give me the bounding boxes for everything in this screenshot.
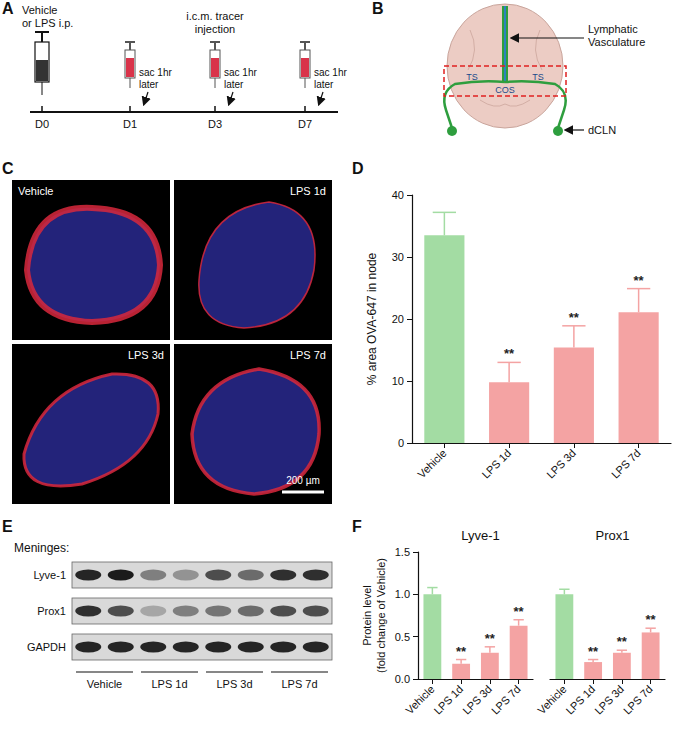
svg-text:**: ** [504,346,515,361]
svg-text:LPS 7d: LPS 7d [281,678,317,690]
svg-text:GAPDH: GAPDH [27,641,66,653]
svg-text:30: 30 [392,251,404,263]
svg-text:C: C [2,160,14,177]
svg-text:20: 20 [392,313,404,325]
svg-text:later: later [139,79,159,90]
svg-text:Lymphatic: Lymphatic [588,23,638,35]
svg-text:i.c.m. tracer: i.c.m. tracer [186,10,244,22]
svg-text:Lyve-1: Lyve-1 [461,528,500,543]
svg-text:LPS 1d: LPS 1d [479,447,513,481]
svg-text:sac 1hr: sac 1hr [139,67,172,78]
svg-text:LPS 1d: LPS 1d [563,683,597,717]
svg-text:40: 40 [392,189,404,201]
svg-text:LPS 1d: LPS 1d [431,683,465,717]
svg-text:F: F [352,518,362,535]
svg-text:**: ** [514,604,525,619]
svg-text:LPS 7d: LPS 7d [489,683,523,717]
svg-text:COS: COS [495,85,515,95]
svg-text:D0: D0 [35,118,49,130]
svg-text:LPS 7d: LPS 7d [609,447,643,481]
svg-text:LPS 3d: LPS 3d [216,678,252,690]
svg-text:B: B [372,0,384,17]
svg-text:Vehicle: Vehicle [18,185,53,197]
svg-text:Meninges:: Meninges: [14,541,69,555]
svg-text:D7: D7 [298,118,312,130]
svg-text:10: 10 [392,375,404,387]
svg-text:LPS 1d: LPS 1d [290,185,326,197]
svg-text:% area OVA-647 in node: % area OVA-647 in node [365,252,379,385]
svg-text:E: E [2,518,13,535]
svg-text:LPS 3d: LPS 3d [128,349,164,361]
svg-text:(fold change of Vehicle): (fold change of Vehicle) [375,558,387,673]
svg-text:TS: TS [532,72,544,82]
svg-text:LPS 7d: LPS 7d [290,349,326,361]
svg-text:Prox1: Prox1 [37,605,66,617]
svg-text:Vehicle: Vehicle [403,683,437,717]
svg-text:**: ** [617,634,628,649]
svg-text:injection: injection [195,23,235,35]
svg-text:1.5: 1.5 [395,546,410,558]
svg-text:LPS 3d: LPS 3d [592,683,626,717]
svg-text:200 µm: 200 µm [286,475,320,486]
svg-text:**: ** [588,644,599,659]
svg-text:LPS 7d: LPS 7d [621,683,655,717]
svg-text:0: 0 [398,437,404,449]
svg-text:sac 1hr: sac 1hr [224,67,257,78]
svg-text:D: D [352,160,364,177]
svg-text:1.0: 1.0 [395,588,410,600]
svg-text:Lyve-1: Lyve-1 [33,569,66,581]
svg-text:A: A [2,0,14,17]
svg-text:**: ** [634,273,645,288]
svg-text:0.5: 0.5 [395,631,410,643]
svg-text:Vehicle: Vehicle [415,447,449,481]
svg-text:Protein level: Protein level [361,585,373,646]
svg-text:0.0: 0.0 [395,673,410,685]
svg-text:LPS 3d: LPS 3d [544,447,578,481]
svg-text:Vehicle: Vehicle [22,4,57,16]
svg-text:D1: D1 [123,118,137,130]
svg-text:**: ** [456,644,467,659]
svg-text:**: ** [646,612,657,627]
svg-text:Prox1: Prox1 [596,528,630,543]
svg-text:LPS 1d: LPS 1d [151,678,187,690]
svg-text:**: ** [485,631,496,646]
svg-text:dCLN: dCLN [588,124,616,136]
svg-text:or LPS i.p.: or LPS i.p. [22,17,73,29]
svg-text:later: later [314,79,334,90]
svg-text:LPS 3d: LPS 3d [460,683,494,717]
svg-text:Vehicle: Vehicle [535,683,569,717]
svg-text:**: ** [569,310,580,325]
svg-text:Vehicle: Vehicle [87,678,122,690]
svg-text:D3: D3 [208,118,222,130]
svg-text:sac 1hr: sac 1hr [314,67,347,78]
svg-text:later: later [224,79,244,90]
svg-text:TS: TS [466,72,478,82]
svg-text:Vasculature: Vasculature [588,36,645,48]
